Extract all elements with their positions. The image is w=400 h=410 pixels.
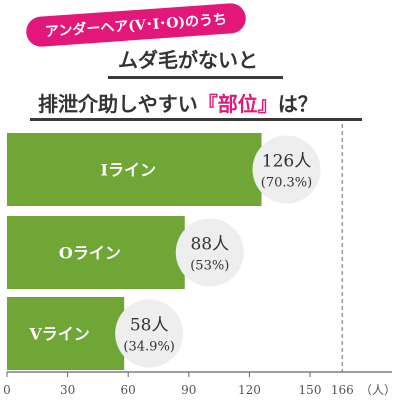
x-tick-label-total: 166 [331,383,354,397]
count-label-3: 58人 [130,316,169,336]
count-label-1: 126人 [262,152,311,172]
x-tick-label-120: 120 [238,383,261,397]
value-bubble-pointer-2 [183,234,192,255]
title-line2-end: は？ [277,92,318,116]
percent-label-1: (70.3%) [261,176,312,191]
title-underline-1 [108,76,283,79]
title-line2-main: 排泄介助しやすい [38,92,198,116]
value-bubble-2 [175,218,244,287]
value-bubble-pointer-1 [260,151,269,172]
bar-1 [7,133,262,206]
category-label-2: Oライン [59,244,121,263]
bar-3 [7,297,125,370]
title-underline-2 [30,118,362,121]
x-tick-label-150: 150 [299,383,322,397]
title-line2-highlight: 『部位』 [197,92,278,116]
value-bubble-3 [115,299,184,368]
x-axis-unit: （人） [360,383,396,397]
bar-2 [7,216,185,289]
page-title-line2: 排泄介助しやすい『部位』は？ [38,88,318,117]
x-tick-label-30: 30 [60,383,75,397]
page-title-line1: ムダ毛がないと [118,48,258,72]
percent-label-2: (53%) [190,259,229,274]
category-label-3: Vライン [28,325,89,344]
count-label-2: 88人 [190,235,229,255]
x-tick-label-90: 90 [181,383,196,397]
percent-label-3: (34.9%) [123,340,174,355]
x-tick-label-0: 0 [3,383,11,397]
value-bubble-1 [252,135,321,204]
value-bubble-pointer-3 [123,315,132,336]
x-tick-label-60: 60 [121,383,136,397]
category-label-1: Iライン [101,161,157,180]
